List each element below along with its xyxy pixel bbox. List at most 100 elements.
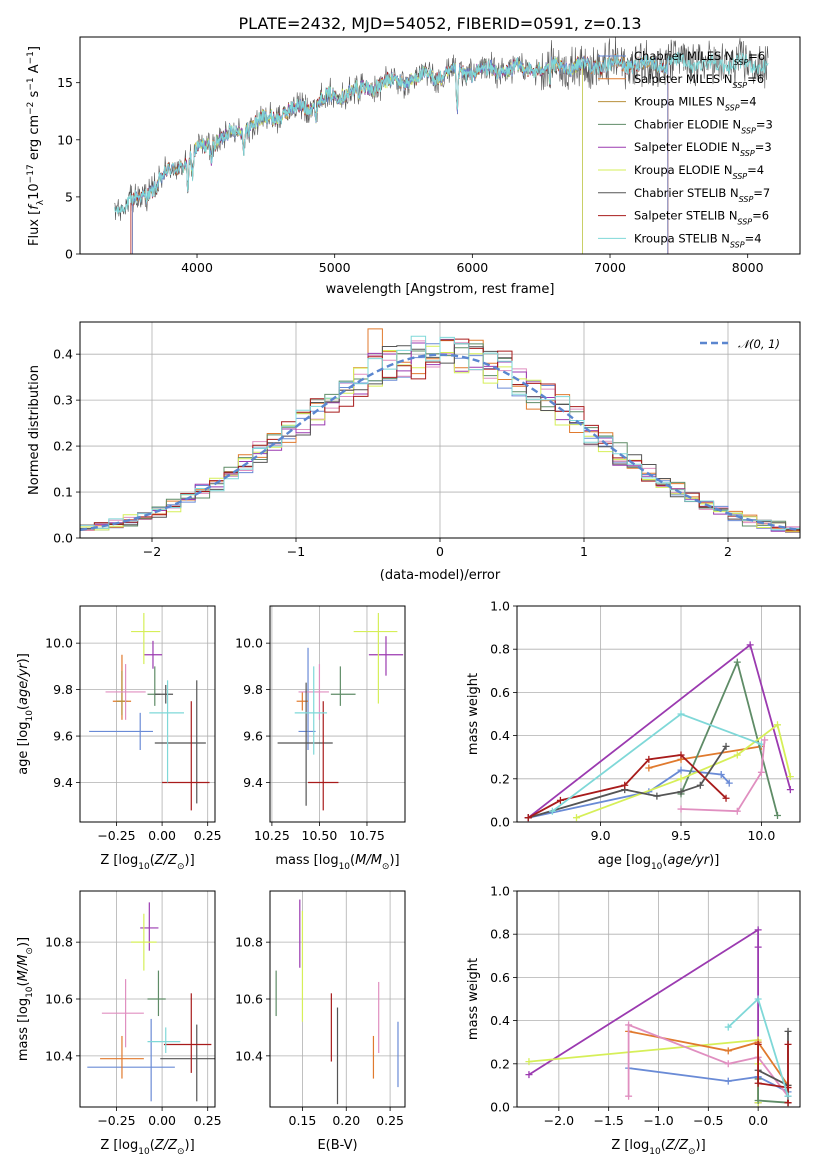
series-marker xyxy=(784,1027,792,1035)
series-marker xyxy=(757,768,765,776)
series-marker xyxy=(625,1021,633,1029)
x-tick-label: 0.25 xyxy=(376,1113,404,1128)
series-marker xyxy=(677,766,685,774)
series-marker xyxy=(786,786,794,794)
y-tick-label: 1.0 xyxy=(490,884,510,899)
x-tick-label: 6000 xyxy=(456,260,488,275)
series-marker xyxy=(786,773,794,781)
panel-residuals: −2 −1 0 1 2 0.0 0.1 0.2 0.3 0.4 (data-model)/error… xyxy=(27,321,801,583)
x-tick-label: −0.25 xyxy=(97,828,135,843)
x-tick-label: 0.0 xyxy=(748,1113,768,1128)
spectrum-line xyxy=(131,53,669,254)
x-tick-label: 0.00 xyxy=(148,1113,176,1128)
y-tick-label: 10.4 xyxy=(45,1048,73,1063)
axes-frame xyxy=(79,321,801,539)
y-tick-label: 0.8 xyxy=(490,642,510,657)
x-tick-label: 10.25 xyxy=(254,828,290,843)
x-tick-label: 10.75 xyxy=(349,828,385,843)
series-marker xyxy=(677,710,685,718)
x-axis-label: Z [log10(Z/Z⊙)] xyxy=(100,853,194,872)
axes-frame xyxy=(79,36,801,255)
plot-area xyxy=(80,328,800,536)
series-marker xyxy=(677,751,685,759)
chart-title: PLATE=2432, MJD=54052, FIBERID=0591, z=0… xyxy=(238,14,641,33)
x-tick-label: −0.25 xyxy=(97,1113,135,1128)
series-marker xyxy=(754,1040,762,1048)
series-marker xyxy=(572,814,580,822)
legend: 𝒩(0, 1) xyxy=(700,337,780,351)
x-axis-label: (data-model)/error xyxy=(380,568,501,583)
series-line xyxy=(757,1031,789,1103)
series-marker xyxy=(773,812,781,820)
y-tick-label: 15 xyxy=(57,75,73,90)
y-tick-label: 10.6 xyxy=(235,992,263,1007)
x-tick-label: 0.25 xyxy=(194,828,222,843)
spectrum-line xyxy=(182,56,583,254)
y-tick-label: 0 xyxy=(65,247,73,262)
series-marker xyxy=(784,1092,792,1100)
axes-frame xyxy=(269,605,406,823)
series-marker xyxy=(746,641,754,649)
x-tick-label: 0.20 xyxy=(332,1113,360,1128)
histogram-step xyxy=(80,335,800,535)
series-marker xyxy=(677,788,685,796)
y-tick-label: 0.2 xyxy=(490,771,510,786)
axes-frame xyxy=(79,890,216,1108)
series-line xyxy=(527,754,727,819)
x-tick-label: 7000 xyxy=(594,260,626,275)
x-tick-label: 5000 xyxy=(319,260,351,275)
plot-area xyxy=(275,899,399,1105)
series-marker xyxy=(548,807,556,815)
y-axis-label: Flux [fλ10−17 erg cm−2 s−1 A−1] xyxy=(26,46,46,246)
panel-mass-vs-EBV: 0.15 0.20 0.25 10.4 10.6 10.8 E(B-V) xyxy=(235,890,406,1153)
series-line xyxy=(528,928,759,1103)
series-marker xyxy=(525,1058,533,1066)
series-marker xyxy=(773,721,781,729)
x-tick-label: 2 xyxy=(724,544,732,559)
y-tick-label: 9.6 xyxy=(53,729,73,744)
series-marker xyxy=(621,781,629,789)
series-marker xyxy=(733,658,741,666)
x-tick-label: −1 xyxy=(287,544,305,559)
x-tick-label: 0.00 xyxy=(148,828,176,843)
series-marker xyxy=(722,794,730,802)
series-marker xyxy=(653,792,661,800)
x-axis-label: mass [log10(M/M⊙)] xyxy=(275,853,399,872)
y-tick-label: 9.6 xyxy=(243,729,263,744)
panel-mass-vs-Z: −0.25 0.00 0.25 10.4 10.6 10.8 Z [log10(Z/Z⊙)]… xyxy=(16,890,222,1157)
y-tick-label: 0.6 xyxy=(490,685,510,700)
panel-mass-weight-vs-Z: −2.0 −1.5 −1.0 −0.5 0.0 0.0 0.2 0.4 0.6 0.8 1.0 Z [… xyxy=(466,884,801,1157)
series-marker xyxy=(717,770,725,778)
series-line xyxy=(680,659,779,816)
legend-label: Kroupa STELIB NSSP=4 xyxy=(634,231,762,249)
plot-area xyxy=(524,641,794,822)
series-marker xyxy=(754,995,762,1003)
y-tick-label: 9.8 xyxy=(243,682,263,697)
axes-frame xyxy=(516,605,801,823)
spectrum-line xyxy=(182,56,583,254)
spectrum-line xyxy=(182,57,583,254)
x-tick-label: 10.50 xyxy=(302,828,338,843)
x-tick-label: 4000 xyxy=(181,260,213,275)
normal-curve xyxy=(80,353,800,532)
series-marker xyxy=(733,807,741,815)
panel-age-vs-Z: −0.25 0.00 0.25 9.4 9.6 9.8 10.0 Z [log10(Z/Z⊙)… xyxy=(16,605,222,872)
y-tick-label: 10.6 xyxy=(45,992,73,1007)
series-line xyxy=(628,1030,789,1086)
y-tick-label: 0.0 xyxy=(490,1100,510,1115)
legend-label: 𝒩(0, 1) xyxy=(738,337,780,351)
legend-label: Chabrier MILES NSSP=6 xyxy=(634,49,765,67)
series-marker xyxy=(722,742,730,750)
y-tick-label: 10.8 xyxy=(235,935,263,950)
x-tick-label: −1.0 xyxy=(643,1113,673,1128)
series-marker xyxy=(733,751,741,759)
x-tick-label: 0 xyxy=(436,544,444,559)
plot-area xyxy=(87,902,215,1102)
y-axis-label: mass [log10(M/M⊙)] xyxy=(16,937,35,1061)
y-tick-label: 10.8 xyxy=(45,935,73,950)
series-marker xyxy=(645,764,653,772)
series-line xyxy=(680,739,766,813)
legend-label: Salpeter STELIB NSSP=6 xyxy=(634,209,769,227)
axes-frame xyxy=(516,890,801,1108)
series-marker xyxy=(625,1092,633,1100)
